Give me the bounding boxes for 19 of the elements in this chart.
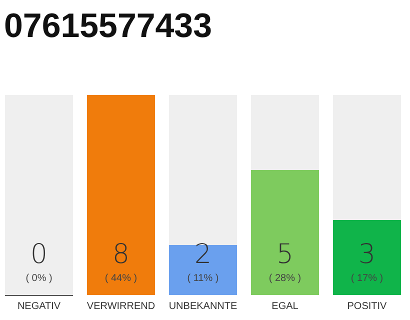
x-tick-label: EGAL — [272, 301, 299, 312]
data-label: 0 — [30, 239, 48, 270]
chart-title: 07615577433 — [4, 7, 212, 45]
x-tick-label: VERWIRREND — [86, 301, 156, 312]
annotation: ( 11% ) — [187, 273, 219, 284]
annotation: ( 28% ) — [268, 273, 302, 284]
x-tick-label: NEGATIV — [17, 301, 61, 312]
data-label: 3 — [358, 239, 376, 270]
annotation: ( 0% ) — [26, 273, 52, 284]
data-label: 8 — [112, 239, 130, 270]
annotation: ( 44% ) — [104, 273, 138, 284]
x-tick-label: POSITIV — [347, 301, 388, 312]
annotation: ( 17% ) — [350, 273, 384, 284]
bar — [332, 220, 401, 295]
data-label: 5 — [276, 239, 294, 270]
bar — [168, 245, 238, 295]
bar — [250, 170, 320, 295]
x-tick-label: UNBEKANNTE — [168, 301, 238, 312]
data-label: 2 — [194, 239, 212, 270]
